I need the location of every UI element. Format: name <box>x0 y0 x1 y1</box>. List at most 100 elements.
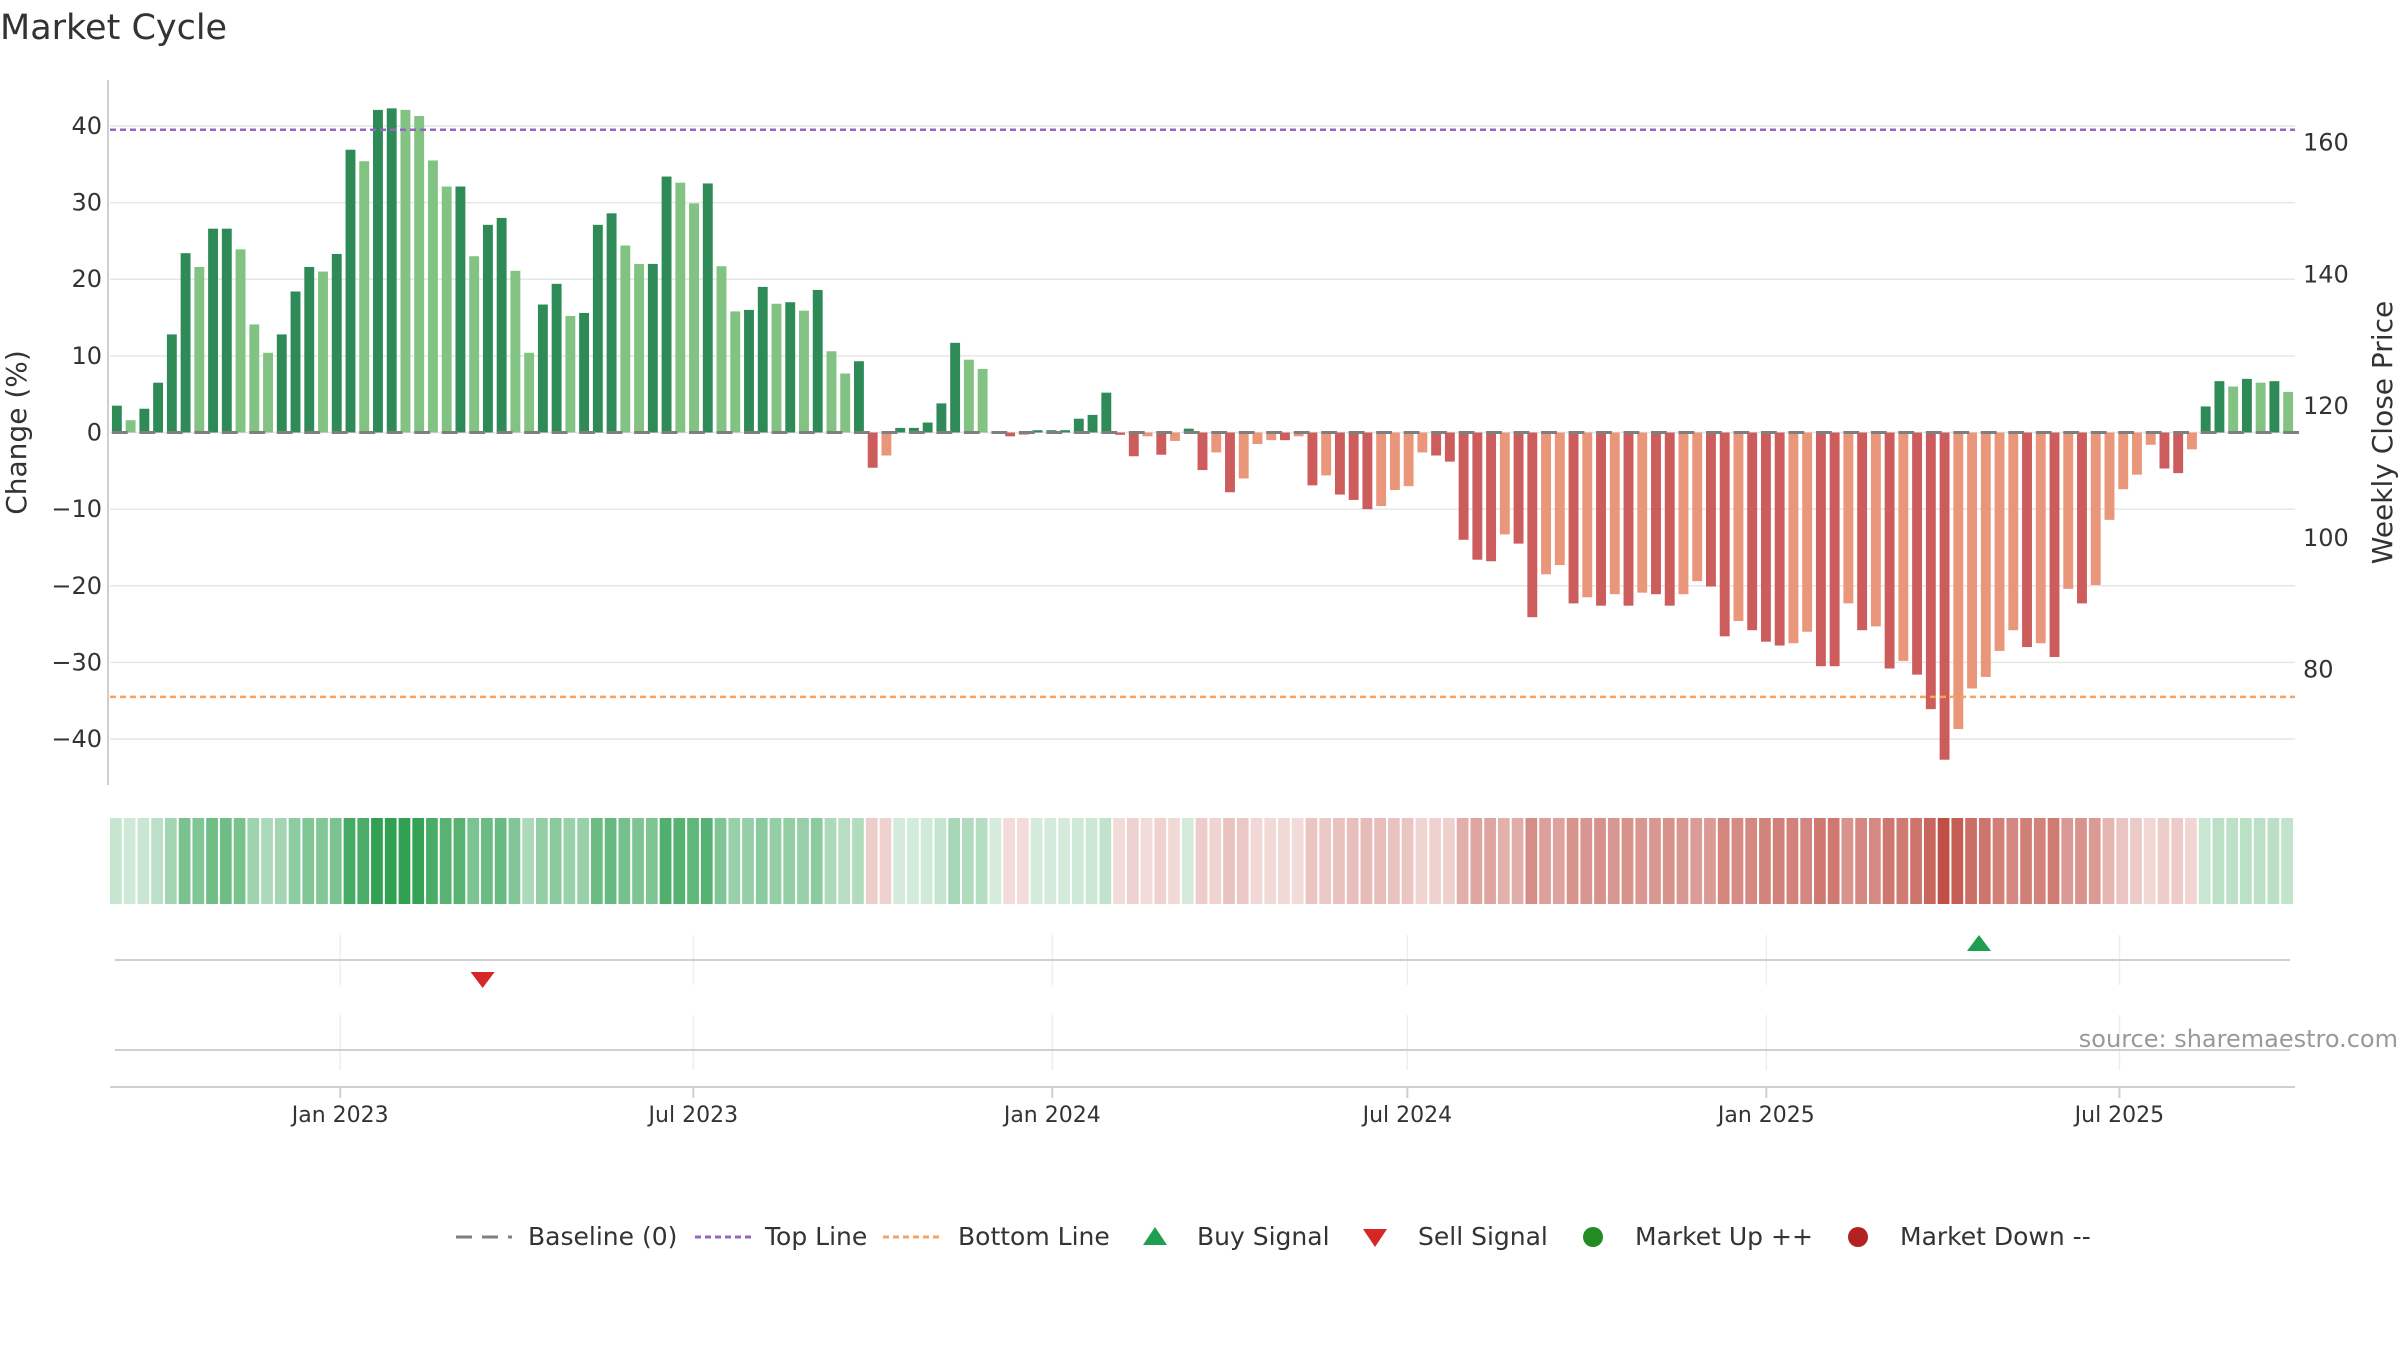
bar-week-120 <box>1760 432 1771 642</box>
baseline-dash <box>1403 431 1420 434</box>
heat-cell-115 <box>1690 818 1703 904</box>
bar-week-156 <box>2255 382 2266 433</box>
bar-week-146 <box>2118 432 2129 490</box>
heat-cell-110 <box>1621 818 1634 904</box>
bar-week-81 <box>1225 432 1235 493</box>
y2-tick-label: 140 <box>2303 260 2349 288</box>
baseline-dash <box>2118 431 2135 434</box>
heat-cell-41 <box>673 818 686 904</box>
bar-week-18 <box>359 161 370 433</box>
heat-cell-26 <box>467 818 480 904</box>
legend-buy-signal-label: Buy Signal <box>1197 1222 1330 1251</box>
heat-cell-36 <box>604 818 617 904</box>
baseline-dash <box>1870 431 1887 434</box>
heat-cell-158 <box>2281 818 2293 904</box>
bar-week-5 <box>180 253 191 433</box>
bar-week-34 <box>579 312 590 433</box>
bar-week-98 <box>1458 432 1469 540</box>
bar-week-16 <box>331 253 342 433</box>
bar-week-136 <box>1980 432 1991 677</box>
legend-baseline-label: Baseline (0) <box>528 1222 677 1251</box>
bar-week-15 <box>318 271 328 433</box>
bar-week-0 <box>111 405 122 433</box>
bar-week-1 <box>125 420 136 433</box>
heat-cell-79 <box>1195 818 1208 904</box>
baseline-dash <box>1925 431 1942 434</box>
sell-signal-marker <box>470 972 495 988</box>
bar-week-52 <box>826 351 837 433</box>
bar-week-26 <box>469 256 480 433</box>
heat-cell-141 <box>2047 818 2060 904</box>
baseline-dash <box>1760 431 1777 434</box>
y-tick-label: −10 <box>51 495 102 523</box>
heat-cell-146 <box>2116 818 2129 904</box>
heat-cell-67 <box>1030 818 1043 904</box>
baseline-dash <box>1541 431 1557 434</box>
bar-week-6 <box>194 266 205 433</box>
bar-week-108 <box>1596 432 1606 606</box>
heat-cell-154 <box>2226 818 2239 904</box>
legend-sell-signal-label: Sell Signal <box>1418 1222 1548 1251</box>
signal-panel-layer <box>115 935 2290 1070</box>
bar-week-79 <box>1197 432 1208 471</box>
heat-cell-7 <box>206 818 218 904</box>
baseline-dash <box>359 431 376 434</box>
heat-cell-106 <box>1566 818 1579 904</box>
heat-cell-151 <box>2185 818 2197 904</box>
heat-cell-53 <box>838 818 851 904</box>
baseline-dash <box>221 431 238 434</box>
heat-cell-32 <box>549 818 562 904</box>
heat-cell-93 <box>1388 818 1400 904</box>
baseline-dash <box>1046 431 1063 434</box>
baseline-dash <box>1513 431 1530 434</box>
legend-market-up-symbol <box>1583 1227 1603 1247</box>
heat-cell-2 <box>137 818 150 904</box>
bar-week-25 <box>455 186 466 433</box>
heat-cell-123 <box>1800 818 1813 904</box>
heat-cell-111 <box>1635 818 1648 904</box>
heat-cell-25 <box>453 818 466 904</box>
baseline-dash <box>1843 431 1860 434</box>
baseline-dash <box>1486 431 1502 434</box>
bar-week-157 <box>2269 381 2280 433</box>
legend-layer: Baseline (0) Top Line Bottom Line Buy Signa… <box>456 1222 2091 1251</box>
axes-layer: 403020100−10−20−30−4016014012010080Chang… <box>0 80 2399 1128</box>
x-tick-label: Jan 2025 <box>1716 1103 1815 1128</box>
heat-cell-155 <box>2240 818 2252 904</box>
baseline-dash <box>1293 431 1310 434</box>
baseline-dash <box>1266 431 1283 434</box>
bar-week-155 <box>2241 378 2252 433</box>
heat-cell-144 <box>2088 818 2101 904</box>
heat-cell-101 <box>1497 818 1510 904</box>
baseline-dash <box>2283 431 2300 434</box>
baseline-dash <box>386 431 403 434</box>
baseline-dash <box>551 431 568 434</box>
heat-cell-99 <box>1470 818 1483 904</box>
bar-week-139 <box>2022 432 2032 648</box>
bar-week-149 <box>2159 432 2170 469</box>
bar-week-40 <box>661 176 672 433</box>
bar-week-41 <box>675 182 686 433</box>
heat-cell-31 <box>536 818 548 904</box>
heat-cell-86 <box>1291 818 1304 904</box>
bar-week-95 <box>1417 432 1428 453</box>
heat-cell-55 <box>865 818 878 904</box>
bar-week-154 <box>2228 386 2239 433</box>
heat-cell-3 <box>151 818 163 904</box>
baseline-dash <box>1733 431 1750 434</box>
chart-title: Market Cycle <box>0 8 228 48</box>
heat-cell-74 <box>1126 818 1139 904</box>
heat-cell-20 <box>384 818 397 904</box>
heat-cell-38 <box>632 818 644 904</box>
baseline-dash <box>166 431 183 434</box>
bar-week-127 <box>1857 432 1868 631</box>
bar-week-93 <box>1389 432 1400 490</box>
heat-cell-112 <box>1649 818 1661 904</box>
baseline-dash <box>1156 431 1173 434</box>
bar-week-45 <box>730 311 741 433</box>
bar-week-123 <box>1802 432 1813 632</box>
y-tick-label: 20 <box>71 265 102 293</box>
bar-week-122 <box>1788 432 1799 644</box>
x-tick-label: Jan 2023 <box>290 1103 389 1128</box>
bar-week-21 <box>400 109 411 433</box>
